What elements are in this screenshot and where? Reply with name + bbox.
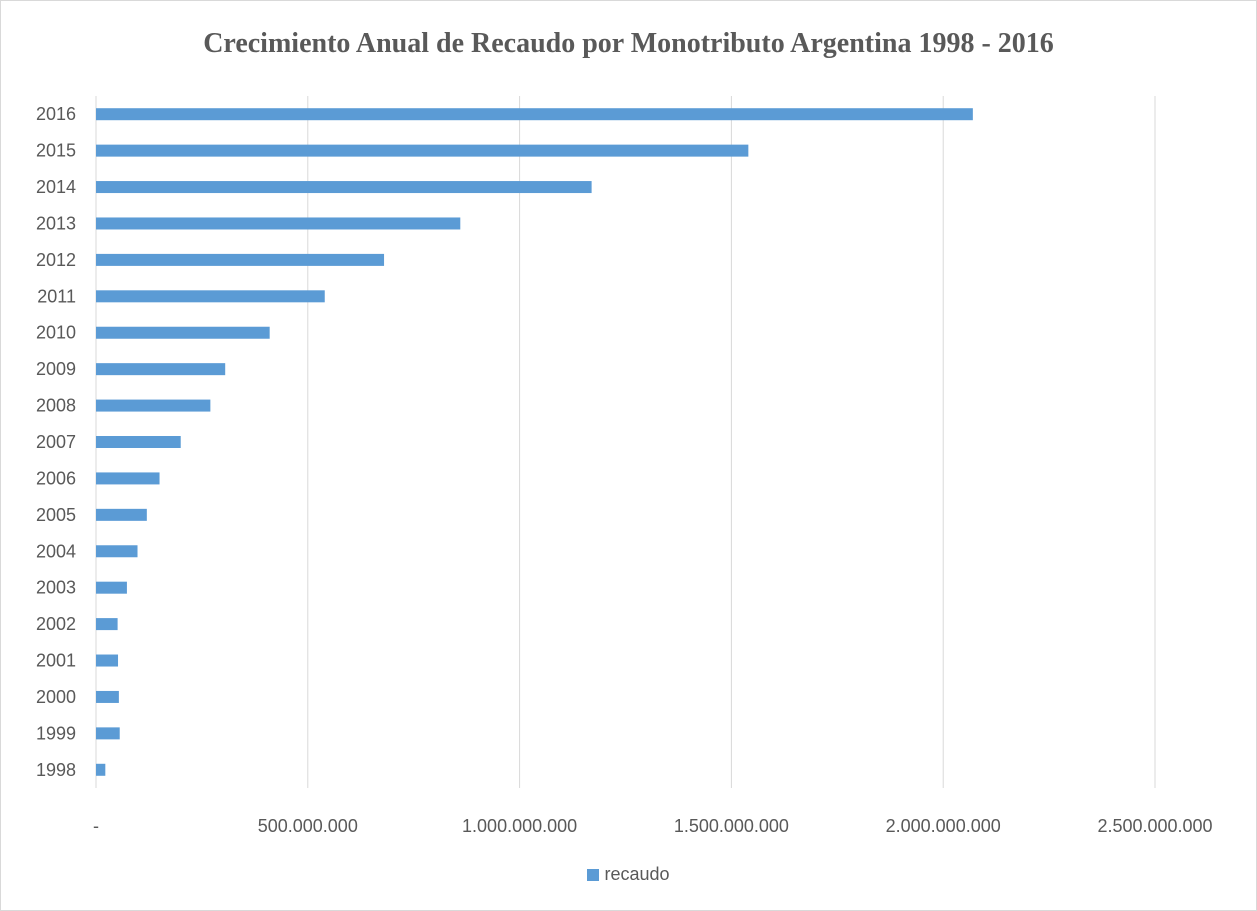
bar-2016 bbox=[96, 108, 973, 121]
y-tick-label-2001: 2001 bbox=[36, 651, 76, 671]
bar-2004 bbox=[96, 545, 138, 558]
y-tick-label-2006: 2006 bbox=[36, 468, 76, 488]
x-tick-label-0: - bbox=[93, 816, 99, 836]
y-tick-label-1998: 1998 bbox=[36, 760, 76, 780]
bar-2011 bbox=[96, 290, 325, 303]
y-tick-label-2002: 2002 bbox=[36, 614, 76, 634]
bar-2005 bbox=[96, 508, 147, 521]
y-tick-label-2008: 2008 bbox=[36, 396, 76, 416]
bar-2001 bbox=[96, 654, 119, 667]
y-tick-label-2010: 2010 bbox=[36, 323, 76, 343]
x-tick-label-2: 1.000.000.000 bbox=[462, 816, 577, 836]
chart-title: Crecimiento Anual de Recaudo por Monotri… bbox=[203, 28, 1054, 59]
y-tick-label-2003: 2003 bbox=[36, 578, 76, 598]
x-tick-label-3: 1.500.000.000 bbox=[674, 816, 789, 836]
y-tick-label-2016: 2016 bbox=[36, 104, 76, 124]
bar-2006 bbox=[96, 472, 160, 485]
y-tick-label-2011: 2011 bbox=[37, 286, 76, 306]
x-tick-label-4: 2.000.000.000 bbox=[886, 816, 1001, 836]
x-tick-label-1: 500.000.000 bbox=[258, 816, 358, 836]
bar-2008 bbox=[96, 399, 211, 412]
y-tick-label-1999: 1999 bbox=[36, 723, 76, 743]
bar-2014 bbox=[96, 181, 592, 194]
y-tick-label-2013: 2013 bbox=[36, 213, 76, 233]
y-tick-label-2007: 2007 bbox=[36, 432, 76, 452]
y-tick-label-2012: 2012 bbox=[36, 250, 76, 270]
x-tick-label-5: 2.500.000.000 bbox=[1097, 816, 1212, 836]
bar-1998 bbox=[96, 763, 106, 776]
legend: recaudo bbox=[0, 864, 1257, 885]
y-tick-label-2004: 2004 bbox=[36, 541, 76, 561]
y-tick-label-2014: 2014 bbox=[36, 177, 76, 197]
y-tick-label-2005: 2005 bbox=[36, 505, 76, 525]
bar-2000 bbox=[96, 690, 119, 703]
bar-2002 bbox=[96, 618, 118, 631]
bar-2007 bbox=[96, 436, 181, 448]
y-tick-label-2000: 2000 bbox=[36, 687, 76, 707]
legend-label-recaudo: recaudo bbox=[604, 864, 670, 884]
bar-2015 bbox=[96, 144, 749, 157]
bar-2013 bbox=[96, 217, 461, 230]
bar-2010 bbox=[96, 326, 270, 339]
legend-swatch-recaudo bbox=[587, 868, 600, 881]
bar-2012 bbox=[96, 253, 385, 266]
bar-2009 bbox=[96, 363, 226, 376]
bar-1999 bbox=[96, 727, 120, 740]
bar-2003 bbox=[96, 581, 127, 594]
y-tick-label-2015: 2015 bbox=[36, 141, 76, 161]
y-tick-label-2009: 2009 bbox=[36, 359, 76, 379]
